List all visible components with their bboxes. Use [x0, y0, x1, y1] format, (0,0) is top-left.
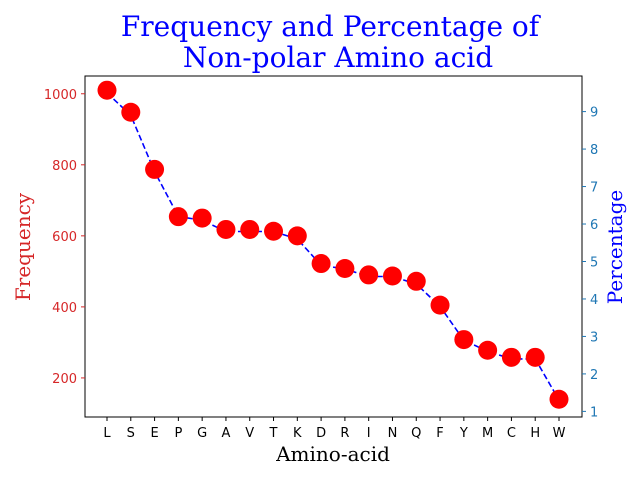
- frequency-point: [335, 259, 355, 279]
- frequency-point: [501, 347, 521, 367]
- left-axis-label: Frequency: [11, 192, 35, 301]
- right-tick-label: 2: [590, 368, 598, 383]
- frequency-series-points: [97, 80, 569, 409]
- x-tick-label: Y: [459, 426, 468, 441]
- frequency-point: [549, 389, 569, 409]
- x-axis-label: Amino-acid: [275, 442, 390, 466]
- frequency-point: [192, 208, 212, 228]
- x-tick-label: M: [482, 426, 493, 441]
- chart-title-line2: Non-polar Amino acid: [183, 41, 493, 74]
- frequency-point: [287, 226, 307, 246]
- right-axis-label: Percentage: [603, 190, 627, 304]
- right-tick-label: 9: [590, 106, 598, 121]
- frequency-point: [359, 265, 379, 285]
- left-tick-label: 200: [52, 372, 77, 387]
- x-tick-label: A: [221, 426, 230, 441]
- frequency-point: [97, 80, 117, 100]
- right-tick-label: 5: [590, 255, 598, 270]
- x-tick-label: L: [103, 426, 111, 441]
- x-tick-label: Q: [411, 426, 421, 441]
- x-tick-label: S: [127, 426, 135, 441]
- x-tick-label: K: [293, 426, 302, 441]
- frequency-point: [382, 266, 402, 286]
- x-tick-label: N: [388, 426, 398, 441]
- right-tick-label: 1: [590, 405, 598, 420]
- right-tick-label: 8: [590, 143, 598, 158]
- x-tick-label: G: [197, 426, 207, 441]
- plot-area: [84, 75, 583, 418]
- frequency-point: [121, 102, 141, 122]
- x-tick-label: C: [507, 426, 516, 441]
- x-tick-label: P: [174, 426, 182, 441]
- x-tick-label: T: [269, 426, 278, 441]
- frequency-point: [216, 219, 236, 239]
- frequency-point: [145, 159, 165, 179]
- frequency-point: [478, 340, 498, 360]
- frequency-point: [454, 330, 474, 350]
- left-tick-label: 600: [52, 230, 77, 245]
- left-tick-label: 400: [52, 301, 77, 316]
- right-tick-label: 6: [590, 218, 598, 233]
- x-tick-label: F: [436, 426, 443, 441]
- frequency-point: [240, 219, 260, 239]
- left-tick-label: 800: [52, 159, 77, 174]
- x-tick-label: W: [553, 426, 566, 441]
- x-tick-label: D: [316, 426, 326, 441]
- chart-title-line1: Frequency and Percentage of: [121, 10, 542, 43]
- right-tick-label: 4: [590, 293, 598, 308]
- right-tick-label: 7: [590, 181, 598, 196]
- frequency-point: [168, 207, 188, 227]
- frequency-point: [264, 221, 284, 241]
- x-tick-label: I: [367, 426, 371, 441]
- frequency-point: [311, 254, 331, 274]
- right-axis-ticks: 1 2 3 4 5 6 7 8 9: [582, 106, 598, 420]
- left-tick-label: 1000: [44, 88, 77, 103]
- right-tick-label: 3: [590, 330, 598, 345]
- x-tick-label: H: [530, 426, 540, 441]
- left-axis-ticks: 200 400 600 800 1000: [44, 88, 85, 387]
- frequency-point: [406, 271, 426, 291]
- frequency-point: [525, 347, 545, 367]
- x-tick-label: R: [340, 426, 349, 441]
- x-tick-label: V: [245, 426, 254, 441]
- x-tick-label: E: [150, 426, 158, 441]
- frequency-point: [430, 295, 450, 315]
